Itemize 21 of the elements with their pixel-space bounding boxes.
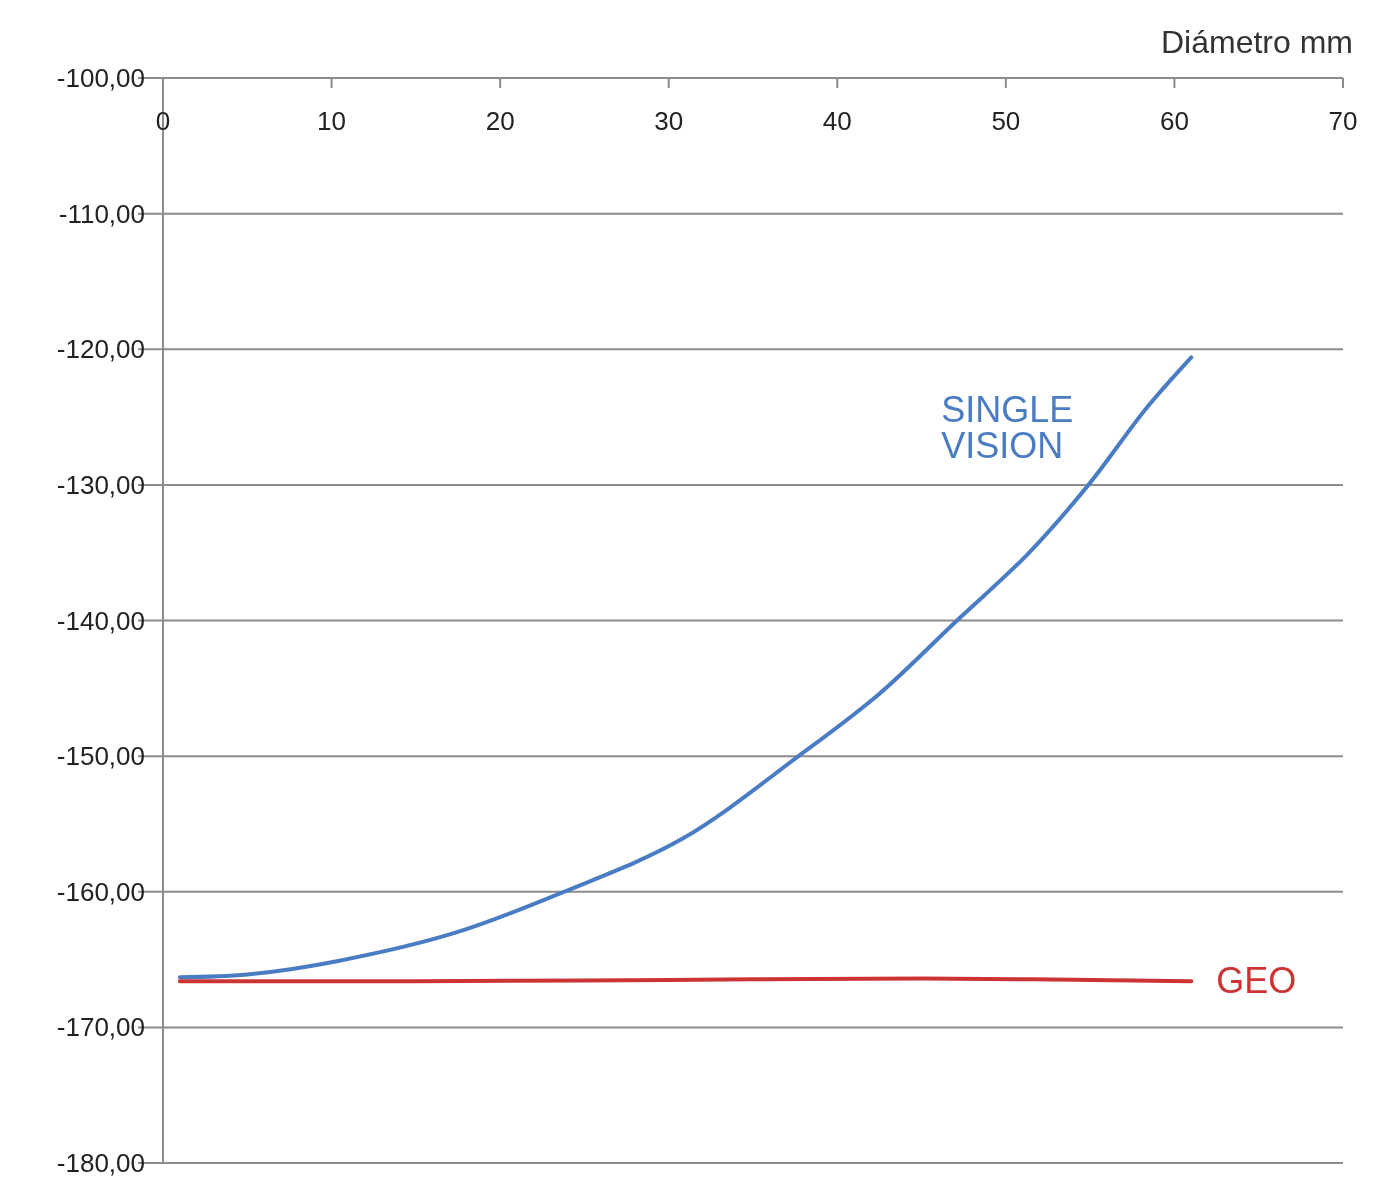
line-series <box>177 355 1194 980</box>
y-tick-label: -140,00 <box>56 605 145 636</box>
x-tick-label: 0 <box>155 106 171 136</box>
y-tick-label: -130,00 <box>56 469 145 500</box>
y-tick-label: -100,00 <box>56 63 145 93</box>
x-tick-label: 30 <box>654 106 684 136</box>
y-tick-label: -170,00 <box>56 1012 145 1043</box>
x-tick-label: 50 <box>991 106 1021 136</box>
y-tick-label: -110,00 <box>58 198 145 229</box>
series-label: GEO <box>1216 960 1297 1002</box>
x-tick-label: 40 <box>822 106 852 136</box>
y-tick-label: -180,00 <box>56 1148 145 1178</box>
x-tick-label: 70 <box>1328 106 1358 136</box>
y-tick-label: -160,00 <box>56 876 145 907</box>
x-tick-label: 10 <box>317 106 347 136</box>
series-label: SINGLE VISION <box>941 389 1074 467</box>
x-tick-label: 60 <box>1159 106 1189 136</box>
y-tick-label: -150,00 <box>56 741 145 772</box>
y-tick-label: -120,00 <box>56 334 145 365</box>
x-axis-title: Diámetro mm <box>1160 24 1353 60</box>
x-tick-label: 20 <box>485 106 515 136</box>
